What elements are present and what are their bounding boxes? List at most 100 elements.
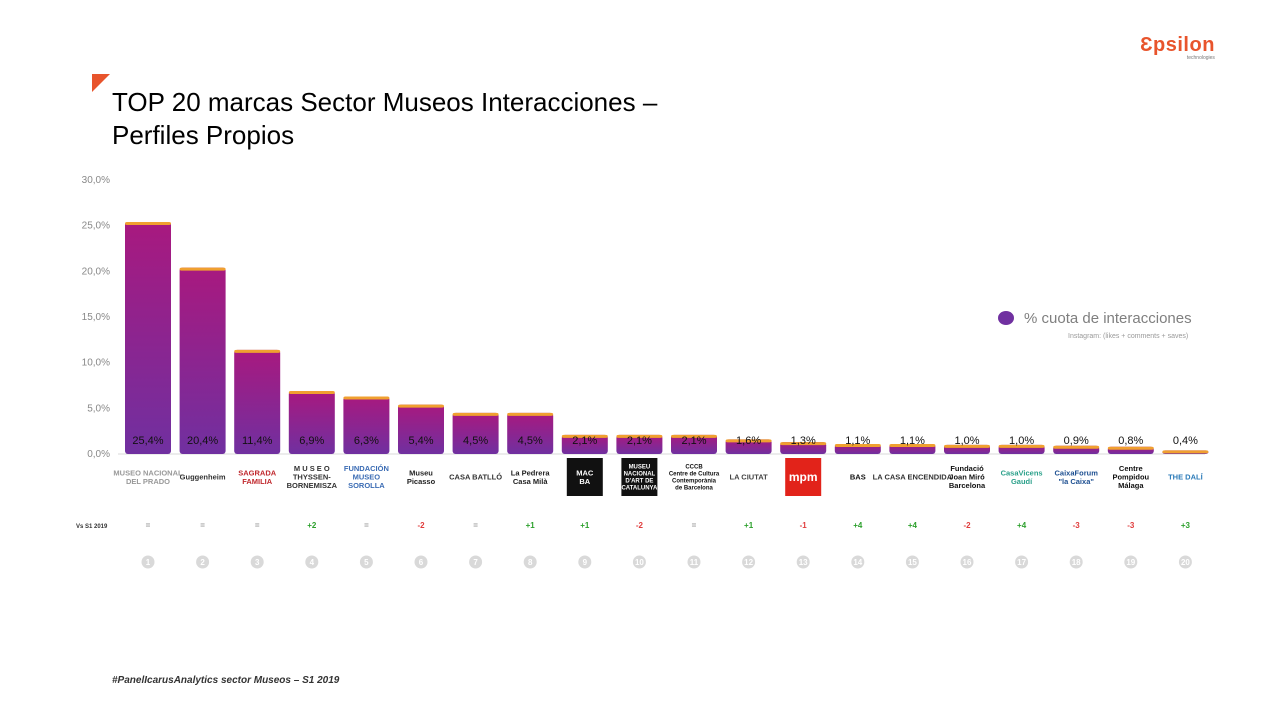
data-label: 1,0% <box>954 435 979 447</box>
rank-number: 11 <box>690 558 699 567</box>
bar-cap <box>179 267 226 271</box>
bar <box>616 434 663 454</box>
bar-cap <box>1107 446 1154 450</box>
bar-cap <box>398 404 444 408</box>
museo-sorolla-logo: SOROLLA <box>348 481 385 490</box>
bar-cap <box>834 443 881 447</box>
centre-pompidou-logo: Centre <box>1119 464 1143 473</box>
bar <box>561 434 608 454</box>
centre-pompidou-logo: Pompidou <box>1112 473 1149 482</box>
bar <box>725 439 772 454</box>
data-label: 11,4% <box>242 435 273 447</box>
casa-vicens-logo: CasaVicens <box>1001 468 1043 477</box>
bar <box>288 390 335 454</box>
data-label: 2,1% <box>681 435 706 447</box>
rank-change-label: +4 <box>1017 521 1027 530</box>
rank-badge <box>960 555 974 569</box>
cccb-logo: Centre de Cultura <box>669 472 720 478</box>
rank-number: 15 <box>908 558 917 567</box>
bar-cap <box>343 396 390 400</box>
rank-number: 2 <box>200 558 205 567</box>
macba-logo: MAC <box>576 468 594 477</box>
dali-museum-logo: THE DALÍ <box>1168 473 1203 482</box>
bar-cap <box>1162 450 1209 454</box>
bar-cap <box>725 439 772 443</box>
thyssen-logo: M U S E O <box>294 464 330 473</box>
rank-number: 12 <box>744 558 753 567</box>
thyssen-logo: THYSSEN- <box>293 473 331 482</box>
bar <box>507 412 554 454</box>
mnac-logo: MUSEU <box>629 465 651 471</box>
rank-badge <box>1015 555 1029 569</box>
data-label: 5,4% <box>408 435 433 447</box>
rank-badge <box>578 555 592 569</box>
rank-badge <box>1069 555 1083 569</box>
bar <box>125 222 171 454</box>
la-casa-encendida-logo: LA CASA ENCENDIDA <box>873 473 953 482</box>
rank-number: 5 <box>364 558 369 567</box>
rank-change-label: -3 <box>1127 521 1135 530</box>
mpm-logo-bg <box>785 458 822 496</box>
la-pedrera-logo: La Pedrera <box>511 468 551 477</box>
bar-cap <box>780 442 827 446</box>
y-tick-label: 30,0% <box>82 175 110 186</box>
bar <box>452 412 499 454</box>
bar <box>398 404 444 454</box>
data-label: 1,1% <box>900 435 925 447</box>
museo-sorolla-logo: MUSEO <box>353 473 381 482</box>
rank-badge <box>632 555 646 569</box>
rank-badge <box>742 555 756 569</box>
rank-change-label: = <box>692 521 697 530</box>
data-label: 0,4% <box>1173 435 1198 447</box>
legend-swatch <box>998 311 1014 325</box>
title-corner-mark <box>92 74 110 92</box>
mnac-logo: D'ART DE <box>625 479 653 485</box>
footer-caption: #PanelIcarusAnalytics sector Museos – S1… <box>112 675 340 686</box>
museo-prado-logo: DEL PRADO <box>126 477 170 486</box>
y-tick-label: 20,0% <box>82 266 110 277</box>
rank-badge <box>905 555 919 569</box>
rank-change-label: -1 <box>800 521 808 530</box>
bar <box>671 434 717 454</box>
rank-change-label: = <box>146 521 151 530</box>
sagrada-familia-logo: SAGRADA <box>238 468 277 477</box>
y-tick-label: 10,0% <box>82 358 110 369</box>
fundacio-joan-miro-logo: Joan Miró <box>949 473 985 482</box>
rank-number: 14 <box>853 558 862 567</box>
la-ciutat-logo: LA CIUTAT <box>730 473 769 482</box>
bar-cap <box>234 349 281 353</box>
rank-number: 4 <box>310 558 315 567</box>
brand-name: Ɛpsilon <box>1140 34 1215 56</box>
bar-cap <box>671 434 717 438</box>
rank-number: 10 <box>635 558 644 567</box>
rank-number: 18 <box>1072 558 1081 567</box>
bar-cap <box>998 444 1045 448</box>
museu-picasso-logo: Museu <box>409 468 433 477</box>
rank-change-label: -2 <box>963 521 971 530</box>
cccb-logo: Contemporània <box>672 479 717 485</box>
rank-badge <box>1124 555 1138 569</box>
rank-number: 16 <box>963 558 972 567</box>
museo-sorolla-logo: FUNDACIÓN <box>344 464 389 473</box>
rank-change-label: -3 <box>1073 521 1081 530</box>
casa-vicens-logo: Gaudí <box>1011 477 1033 486</box>
bar-cap <box>561 434 608 438</box>
data-label: 1,1% <box>845 435 870 447</box>
rank-number: 19 <box>1126 558 1135 567</box>
rank-badge <box>796 555 810 569</box>
rank-change-label: +1 <box>744 521 754 530</box>
macba-logo: BA <box>579 477 590 486</box>
epsilon-logo: Ɛpsilon technologies <box>1140 34 1215 61</box>
cccb-logo: CCCB <box>685 465 703 471</box>
bar-cap <box>944 444 990 448</box>
rank-change-label: = <box>473 521 478 530</box>
y-tick-label: 0,0% <box>87 449 110 460</box>
data-label: 0,9% <box>1064 435 1089 447</box>
rank-badge <box>469 555 483 569</box>
rank-change-label: = <box>255 521 260 530</box>
rank-number: 20 <box>1181 558 1190 567</box>
rank-number: 7 <box>473 558 478 567</box>
data-label: 6,9% <box>299 435 324 447</box>
caixaforum-logo: "la Caixa" <box>1058 477 1094 486</box>
page-title-line-2: Perfiles Propios <box>112 120 295 150</box>
